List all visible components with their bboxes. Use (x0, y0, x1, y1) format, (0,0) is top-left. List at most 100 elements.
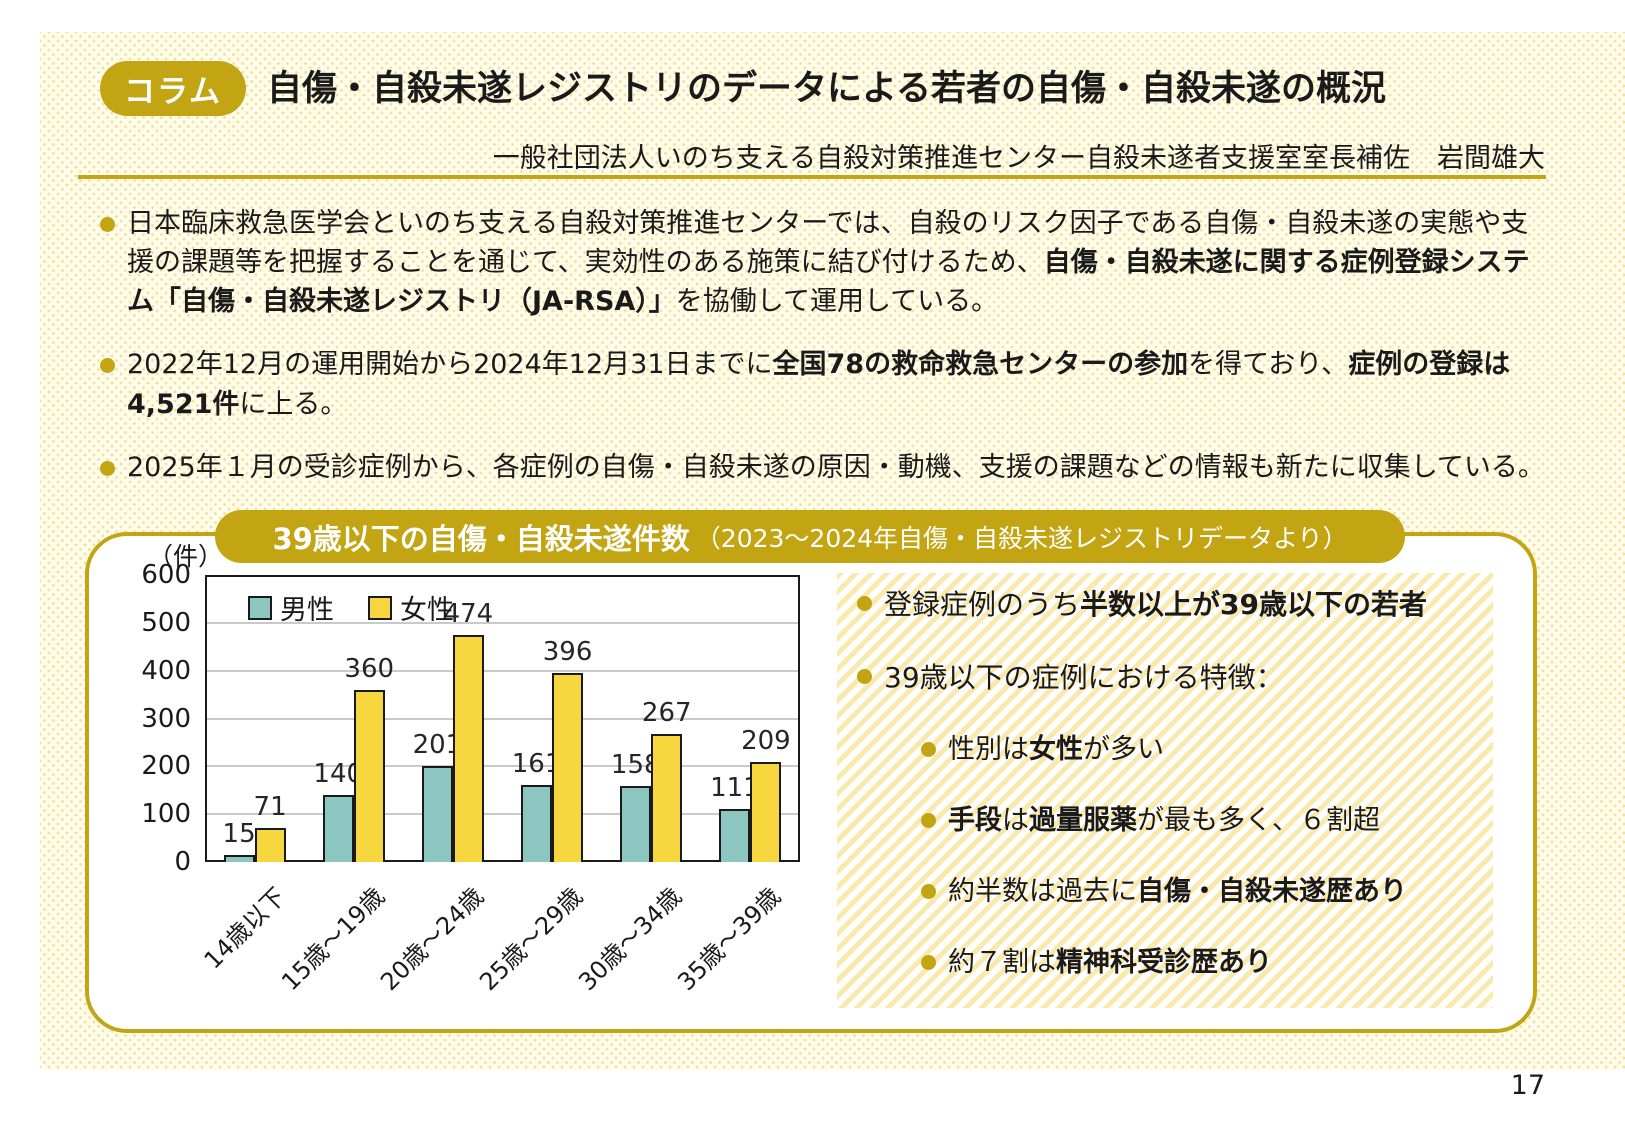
text-segment: 約半数は過去に (948, 876, 1137, 908)
text-segment: 日本臨床救急医学会といのち支える自殺対策推進センターでは、自殺のリスク因子である… (127, 208, 1529, 279)
bar-female (452, 635, 484, 862)
bar-value-label: 474 (443, 599, 494, 629)
bar-female (552, 673, 584, 862)
bar-male (620, 786, 652, 862)
bar-male (521, 785, 553, 862)
page-number: 17 (1510, 1070, 1545, 1101)
bullet-dot-icon (857, 596, 872, 611)
bullet-dot-icon (100, 358, 115, 374)
text-segment: は (1002, 804, 1029, 836)
bar-female (750, 762, 782, 862)
legend-label: 男性 (280, 595, 334, 626)
text-segment-bold: 自傷・自殺未遂に関する症例登録システム「自傷・自殺未遂レジストリ（JA-RSA）… (127, 247, 1530, 318)
column-badge: コラム (100, 61, 246, 116)
bullet-dot-icon (921, 741, 936, 757)
y-tick-label: 500 (141, 607, 191, 638)
text-segment-bold: 手段 (948, 804, 1002, 836)
panel-bullet-item: 性別は女性が多い (921, 731, 1483, 769)
text-segment: 2025年１月の受診症例から、各症例の自傷・自殺未遂の原因・動機、支援の課題など… (127, 451, 1545, 483)
bar-value-label: 360 (344, 654, 395, 684)
author-subtitle: 一般社団法人いのち支える自殺対策推進センター自殺未遂者支援室室長補佐 岩間雄大 (492, 143, 1545, 174)
bullet-dot-icon (100, 217, 115, 232)
y-tick-label: 600 (141, 560, 191, 590)
panel-text: 約７割は精神科受診歴あり (948, 944, 1272, 982)
panel-bullet-item: 約７割は精神科受診歴あり (921, 944, 1483, 982)
bar-male (223, 855, 255, 862)
bar-value-label: 396 (542, 637, 593, 667)
bar-value-label: 71 (253, 792, 287, 822)
y-tick-label: 400 (141, 655, 191, 686)
chart-title-pill: 39歳以下の自傷・自殺未遂件数 （2023～2024年自傷・自殺未遂レジストリデ… (215, 510, 1405, 563)
legend-swatch-female (368, 595, 392, 620)
bar-male (322, 795, 354, 862)
bullet-text: 2025年１月の受診症例から、各症例の自傷・自殺未遂の原因・動機、支援の課題など… (127, 448, 1545, 487)
bullet-item: 日本臨床救急医学会といのち支える自殺対策推進センターでは、自殺のリスク因子である… (100, 204, 1550, 321)
text-segment-bold: 症例の登録は4,521件 (127, 349, 1511, 420)
panel-bullet-item: 39歳以下の症例における特徴： (857, 658, 1483, 698)
bar-female (254, 828, 286, 862)
bar-value-label: 267 (641, 698, 692, 728)
chart-title-source: （2023～2024年自傷・自殺未遂レジストリデータより） (695, 523, 1348, 553)
text-segment-bold: 全国78の救命救急センターの参加 (772, 349, 1189, 381)
bullet-item: 2022年12月の運用開始から2024年12月31日までに全国78の救命救急セン… (100, 345, 1550, 423)
bar-male (421, 766, 453, 862)
bullet-dot-icon (857, 668, 872, 684)
text-segment: 性別は (948, 733, 1029, 765)
text-segment: 約７割は (948, 947, 1056, 979)
panel-bullet-item: 約半数は過去に自傷・自殺未遂歴あり (921, 873, 1483, 911)
bullet-dot-icon (921, 955, 936, 971)
bullet-dot-icon (100, 460, 115, 476)
panel-text: 登録症例のうち半数以上が39歳以下の若者 (884, 585, 1427, 625)
bullet-item: 2025年１月の受診症例から、各症例の自傷・自殺未遂の原因・動機、支援の課題など… (100, 448, 1550, 487)
text-segment-bold: 過量服薬 (1029, 804, 1137, 836)
gridline (205, 621, 800, 624)
bar-female (651, 734, 683, 862)
legend-item: 男性 (248, 588, 334, 627)
header-divider (78, 175, 1546, 179)
y-tick-label: 300 (141, 703, 191, 734)
text-segment: が多い (1083, 733, 1164, 765)
bar-female (353, 690, 385, 862)
panel-text: 39歳以下の症例における特徴： (884, 658, 1284, 698)
findings-panel: 登録症例のうち半数以上が39歳以下の若者 39歳以下の症例における特徴： 性別は女性… (837, 573, 1493, 1008)
gridline (205, 813, 800, 816)
bullet-dot-icon (921, 812, 936, 828)
gridline (205, 669, 800, 672)
y-tick-label: 100 (141, 799, 191, 830)
bar-value-label: 209 (741, 726, 791, 756)
text-segment-bold: 自傷・自殺未遂歴あり (1137, 876, 1407, 908)
text-segment-bold: 女性 (1029, 733, 1083, 765)
panel-text: 約半数は過去に自傷・自殺未遂歴あり (948, 873, 1407, 911)
text-segment: 登録症例のうち (884, 588, 1081, 621)
y-tick-label: 200 (141, 751, 191, 782)
text-segment-bold: 精神科受診歴あり (1056, 947, 1272, 979)
gridline (205, 765, 800, 768)
gridline (205, 717, 800, 720)
bar-male (719, 809, 751, 862)
text-segment: を得ており、 (1188, 349, 1349, 381)
chart-title-main: 39歳以下の自傷・自殺未遂件数 (272, 521, 690, 556)
text-segment: に上る。 (239, 388, 348, 420)
text-segment: を協働して運用している。 (675, 286, 999, 318)
plot-area-border (205, 575, 800, 862)
bullet-text: 2022年12月の運用開始から2024年12月31日までに全国78の救命救急セン… (127, 345, 1550, 423)
chart-legend: 男性 女性 (248, 588, 454, 627)
panel-text: 性別は女性が多い (948, 731, 1164, 769)
text-segment: 2022年12月の運用開始から2024年12月31日までに (127, 349, 773, 381)
page-title: 自傷・自殺未遂レジストリのデータによる若者の自傷・自殺未遂の概況 (267, 69, 1386, 109)
bar-value-label: 15 (222, 819, 256, 849)
y-axis-unit-label: （件） (148, 542, 224, 571)
panel-bullet-item: 手段は過量服薬が最も多く、６割超 (921, 802, 1483, 840)
panel-text: 手段は過量服薬が最も多く、６割超 (948, 802, 1380, 840)
panel-bullet-item: 登録症例のうち半数以上が39歳以下の若者 (857, 585, 1483, 625)
bullet-dot-icon (921, 884, 936, 900)
y-tick-label: 0 (174, 847, 191, 877)
text-segment-bold: 半数以上が39歳以下の若者 (1080, 588, 1427, 621)
legend-label: 女性 (400, 595, 454, 626)
bullet-text: 日本臨床救急医学会といのち支える自殺対策推進センターでは、自殺のリスク因子である… (127, 204, 1550, 321)
legend-swatch-male (248, 595, 272, 620)
body-bullet-list: 日本臨床救急医学会といのち支える自殺対策推進センターでは、自殺のリスク因子である… (100, 204, 1550, 511)
text-segment: 39歳以下の症例における特徴： (884, 660, 1284, 694)
text-segment: が最も多く、６割超 (1137, 804, 1380, 836)
